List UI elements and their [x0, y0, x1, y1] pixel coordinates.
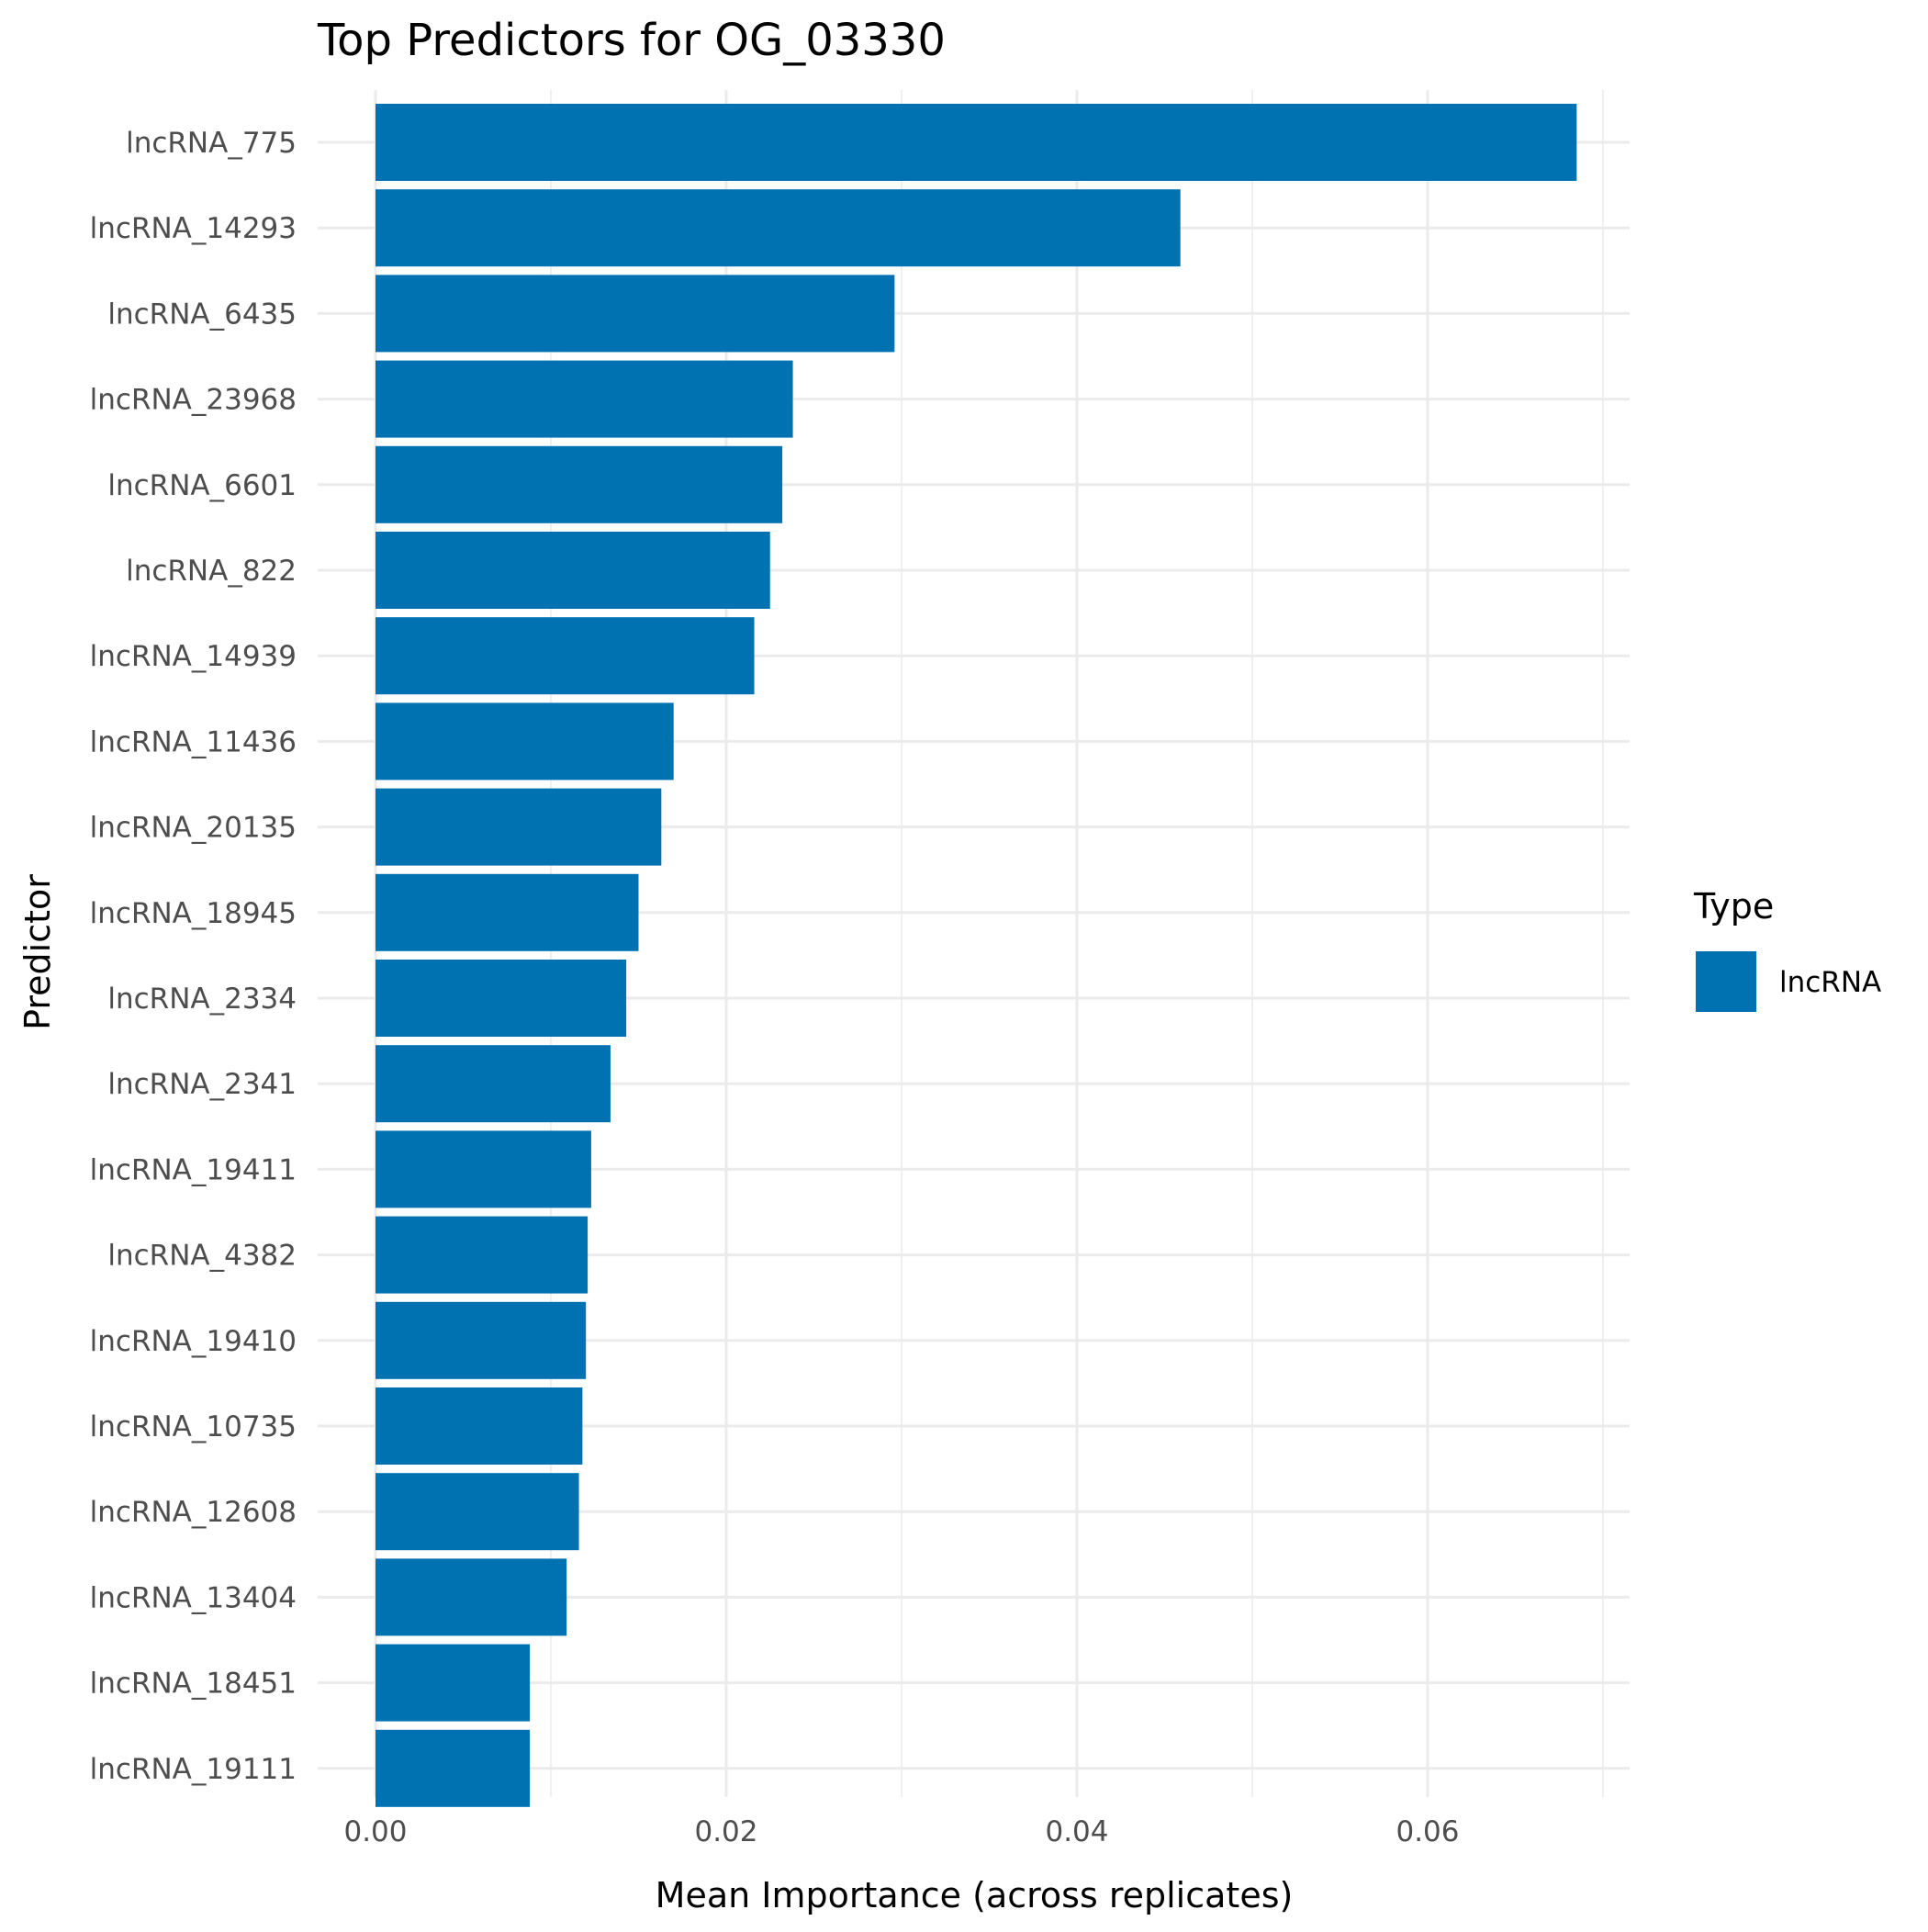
y-tick-label-lncrna-822: lncRNA_822: [126, 555, 297, 588]
y-tick-label-lncrna-18451: lncRNA_18451: [90, 1668, 297, 1701]
x-axis-title: Mean Importance (across replicates): [656, 1875, 1294, 1915]
y-tick-label-lncrna-2334: lncRNA_2334: [107, 983, 297, 1016]
bar-lncrna-11436: [376, 702, 674, 781]
x-tick-label: 0.06: [1396, 1815, 1459, 1848]
bars-layer: [376, 104, 1577, 1807]
chart-title: Top Predictors for OG_03330: [317, 15, 946, 66]
bar-lncrna-19411: [376, 1130, 591, 1208]
bar-lncrna-19410: [376, 1301, 587, 1379]
legend-swatch-lncrna: [1696, 951, 1756, 1012]
bar-lncrna-2334: [376, 960, 627, 1037]
y-tick-label-lncrna-20135: lncRNA_20135: [90, 812, 297, 845]
legend-label-lncrna: lncRNA: [1779, 966, 1881, 999]
y-tick-label-lncrna-14293: lncRNA_14293: [90, 212, 297, 245]
bar-lncrna-10735: [376, 1387, 583, 1465]
y-tick-label-lncrna-2341: lncRNA_2341: [107, 1068, 297, 1101]
x-tick-label: 0.02: [694, 1815, 757, 1848]
y-tick-label-lncrna-6601: lncRNA_6601: [107, 469, 297, 502]
bar-lncrna-4382: [376, 1216, 588, 1294]
y-tick-labels: lncRNA_775 lncRNA_14293 lncRNA_6435 lncRNA_…: [90, 127, 297, 1786]
y-tick-label-lncrna-12608: lncRNA_12608: [90, 1496, 297, 1529]
legend-title: Type: [1693, 886, 1774, 927]
y-tick-label-lncrna-6435: lncRNA_6435: [107, 298, 297, 331]
bar-lncrna-20135: [376, 788, 662, 866]
bar-lncrna-19111: [376, 1729, 531, 1807]
x-tick-label: 0.04: [1045, 1815, 1108, 1848]
bar-lncrna-12608: [376, 1473, 579, 1551]
bar-lncrna-13404: [376, 1558, 567, 1636]
bar-lncrna-6601: [376, 445, 783, 523]
y-tick-label-lncrna-19111: lncRNA_19111: [90, 1753, 297, 1786]
bar-lncrna-2341: [376, 1045, 611, 1123]
legend: Type lncRNA: [1693, 886, 1881, 1012]
y-tick-label-lncrna-10735: lncRNA_10735: [90, 1410, 297, 1443]
y-tick-label-lncrna-14939: lncRNA_14939: [90, 640, 297, 673]
y-tick-label-lncrna-13404: lncRNA_13404: [90, 1581, 297, 1614]
bar-lncrna-23968: [376, 360, 793, 438]
bar-lncrna-18451: [376, 1644, 531, 1722]
bar-lncrna-14939: [376, 617, 755, 695]
x-tick-labels: 0.00 0.02 0.04 0.06: [343, 1815, 1459, 1848]
y-tick-label-lncrna-19411: lncRNA_19411: [90, 1153, 297, 1186]
y-tick-label-lncrna-11436: lncRNA_11436: [90, 725, 297, 758]
bar-lncrna-14293: [376, 189, 1181, 267]
y-tick-label-lncrna-775: lncRNA_775: [126, 127, 297, 160]
bar-lncrna-18945: [376, 873, 639, 951]
y-axis-title: Predictor: [17, 874, 58, 1030]
y-tick-label-lncrna-18945: lncRNA_18945: [90, 897, 297, 930]
bar-lncrna-822: [376, 532, 770, 609]
y-tick-label-lncrna-4382: lncRNA_4382: [107, 1240, 297, 1273]
y-tick-label-lncrna-19410: lncRNA_19410: [90, 1325, 297, 1358]
x-tick-label: 0.00: [343, 1815, 407, 1848]
bar-lncrna-775: [376, 104, 1577, 181]
y-tick-label-lncrna-23968: lncRNA_23968: [90, 384, 297, 417]
bar-lncrna-6435: [376, 275, 895, 353]
